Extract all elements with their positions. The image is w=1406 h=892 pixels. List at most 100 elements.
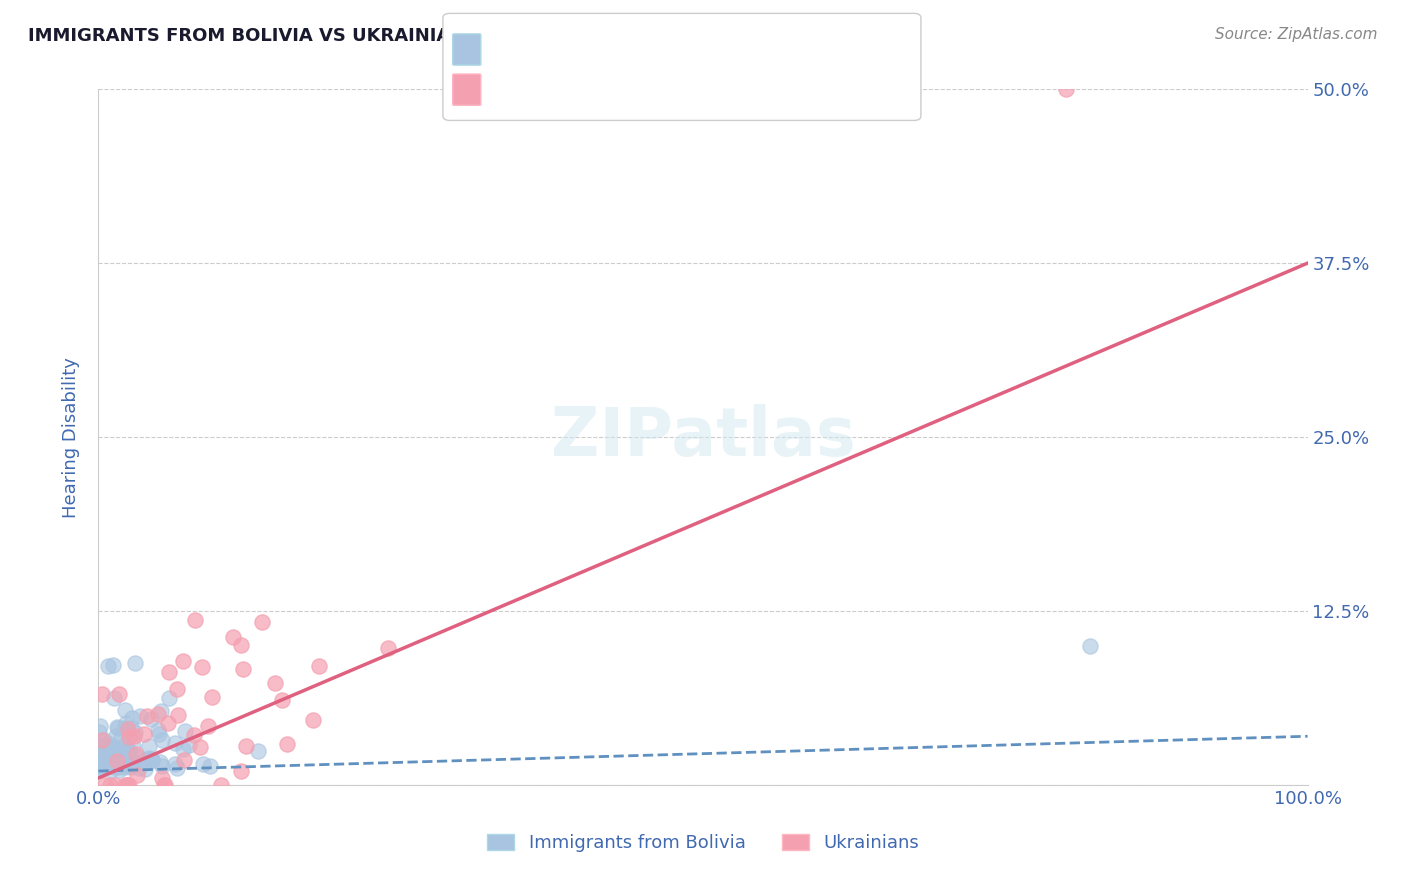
Point	[139, 752, 162, 766]
Point	[150, 759, 173, 773]
Point	[101, 747, 124, 762]
Point	[149, 704, 172, 718]
Point	[107, 721, 129, 735]
Point	[172, 742, 194, 756]
Point	[129, 709, 152, 723]
Point	[184, 613, 207, 627]
Point	[100, 778, 122, 792]
Point	[377, 641, 399, 656]
Point	[141, 753, 163, 767]
Point	[264, 675, 287, 690]
Point	[97, 747, 120, 762]
Point	[276, 737, 298, 751]
Point	[114, 760, 136, 774]
Point	[115, 743, 138, 757]
Point	[100, 757, 122, 772]
Point	[89, 763, 111, 777]
Point	[115, 741, 138, 756]
Point	[302, 713, 325, 727]
Point	[128, 761, 150, 775]
Point	[121, 756, 143, 771]
Point	[166, 761, 188, 775]
Point	[89, 763, 111, 777]
Point	[91, 687, 114, 701]
Point	[153, 778, 176, 792]
Point	[124, 729, 146, 743]
Point	[124, 656, 146, 670]
Text: R =  0.151: R = 0.151	[471, 40, 575, 58]
Point	[148, 707, 170, 722]
Point	[118, 778, 141, 792]
Point	[138, 751, 160, 765]
Point	[209, 778, 232, 792]
Point	[114, 738, 136, 752]
Point	[250, 615, 273, 630]
Point	[120, 760, 142, 774]
Point	[122, 757, 145, 772]
Point	[100, 752, 122, 766]
Point	[103, 740, 125, 755]
Point	[191, 660, 214, 674]
Point	[141, 753, 163, 767]
Point	[231, 764, 253, 778]
Point	[112, 744, 135, 758]
Point	[98, 737, 121, 751]
Point	[93, 739, 115, 754]
Point	[121, 739, 143, 753]
Point	[89, 719, 111, 733]
Point	[139, 712, 162, 726]
Point	[183, 728, 205, 742]
Point	[101, 747, 124, 761]
Point	[107, 754, 129, 768]
Point	[104, 778, 127, 792]
Text: IMMIGRANTS FROM BOLIVIA VS UKRAINIAN HEARING DISABILITY CORRELATION CHART: IMMIGRANTS FROM BOLIVIA VS UKRAINIAN HEA…	[28, 27, 903, 45]
Point	[120, 758, 142, 772]
Point	[197, 719, 219, 733]
Point	[94, 778, 117, 792]
Point	[177, 739, 200, 753]
Point	[96, 750, 118, 764]
Point	[100, 742, 122, 756]
Point	[105, 729, 128, 743]
Point	[156, 716, 179, 731]
Point	[150, 771, 173, 785]
Point	[232, 662, 254, 676]
Point	[114, 703, 136, 717]
Point	[148, 727, 170, 741]
Point	[93, 732, 115, 747]
Point	[108, 752, 131, 766]
Point	[198, 759, 221, 773]
Text: N = 48: N = 48	[696, 80, 763, 98]
Point	[163, 736, 186, 750]
Point	[91, 733, 114, 747]
Point	[157, 690, 180, 705]
Point	[121, 721, 143, 735]
Point	[97, 747, 120, 761]
Point	[134, 727, 156, 741]
Point	[167, 707, 190, 722]
Point	[89, 750, 111, 764]
Point	[110, 731, 132, 745]
Point	[146, 723, 169, 738]
Point	[103, 691, 125, 706]
Point	[87, 747, 110, 761]
Text: R = 0.687: R = 0.687	[471, 80, 569, 98]
Point	[89, 725, 111, 739]
Point	[117, 723, 139, 737]
Point	[115, 778, 138, 792]
Point	[91, 758, 114, 772]
Point	[188, 740, 211, 755]
Point	[100, 758, 122, 772]
Point	[165, 756, 187, 771]
Point	[89, 762, 111, 776]
Point	[166, 682, 188, 697]
Point	[229, 638, 252, 652]
Point	[149, 755, 172, 769]
Y-axis label: Hearing Disability: Hearing Disability	[62, 357, 80, 517]
Point	[118, 731, 141, 745]
Point	[90, 739, 112, 754]
Point	[108, 687, 131, 701]
Point	[114, 778, 136, 792]
Point	[105, 720, 128, 734]
Point	[114, 721, 136, 735]
